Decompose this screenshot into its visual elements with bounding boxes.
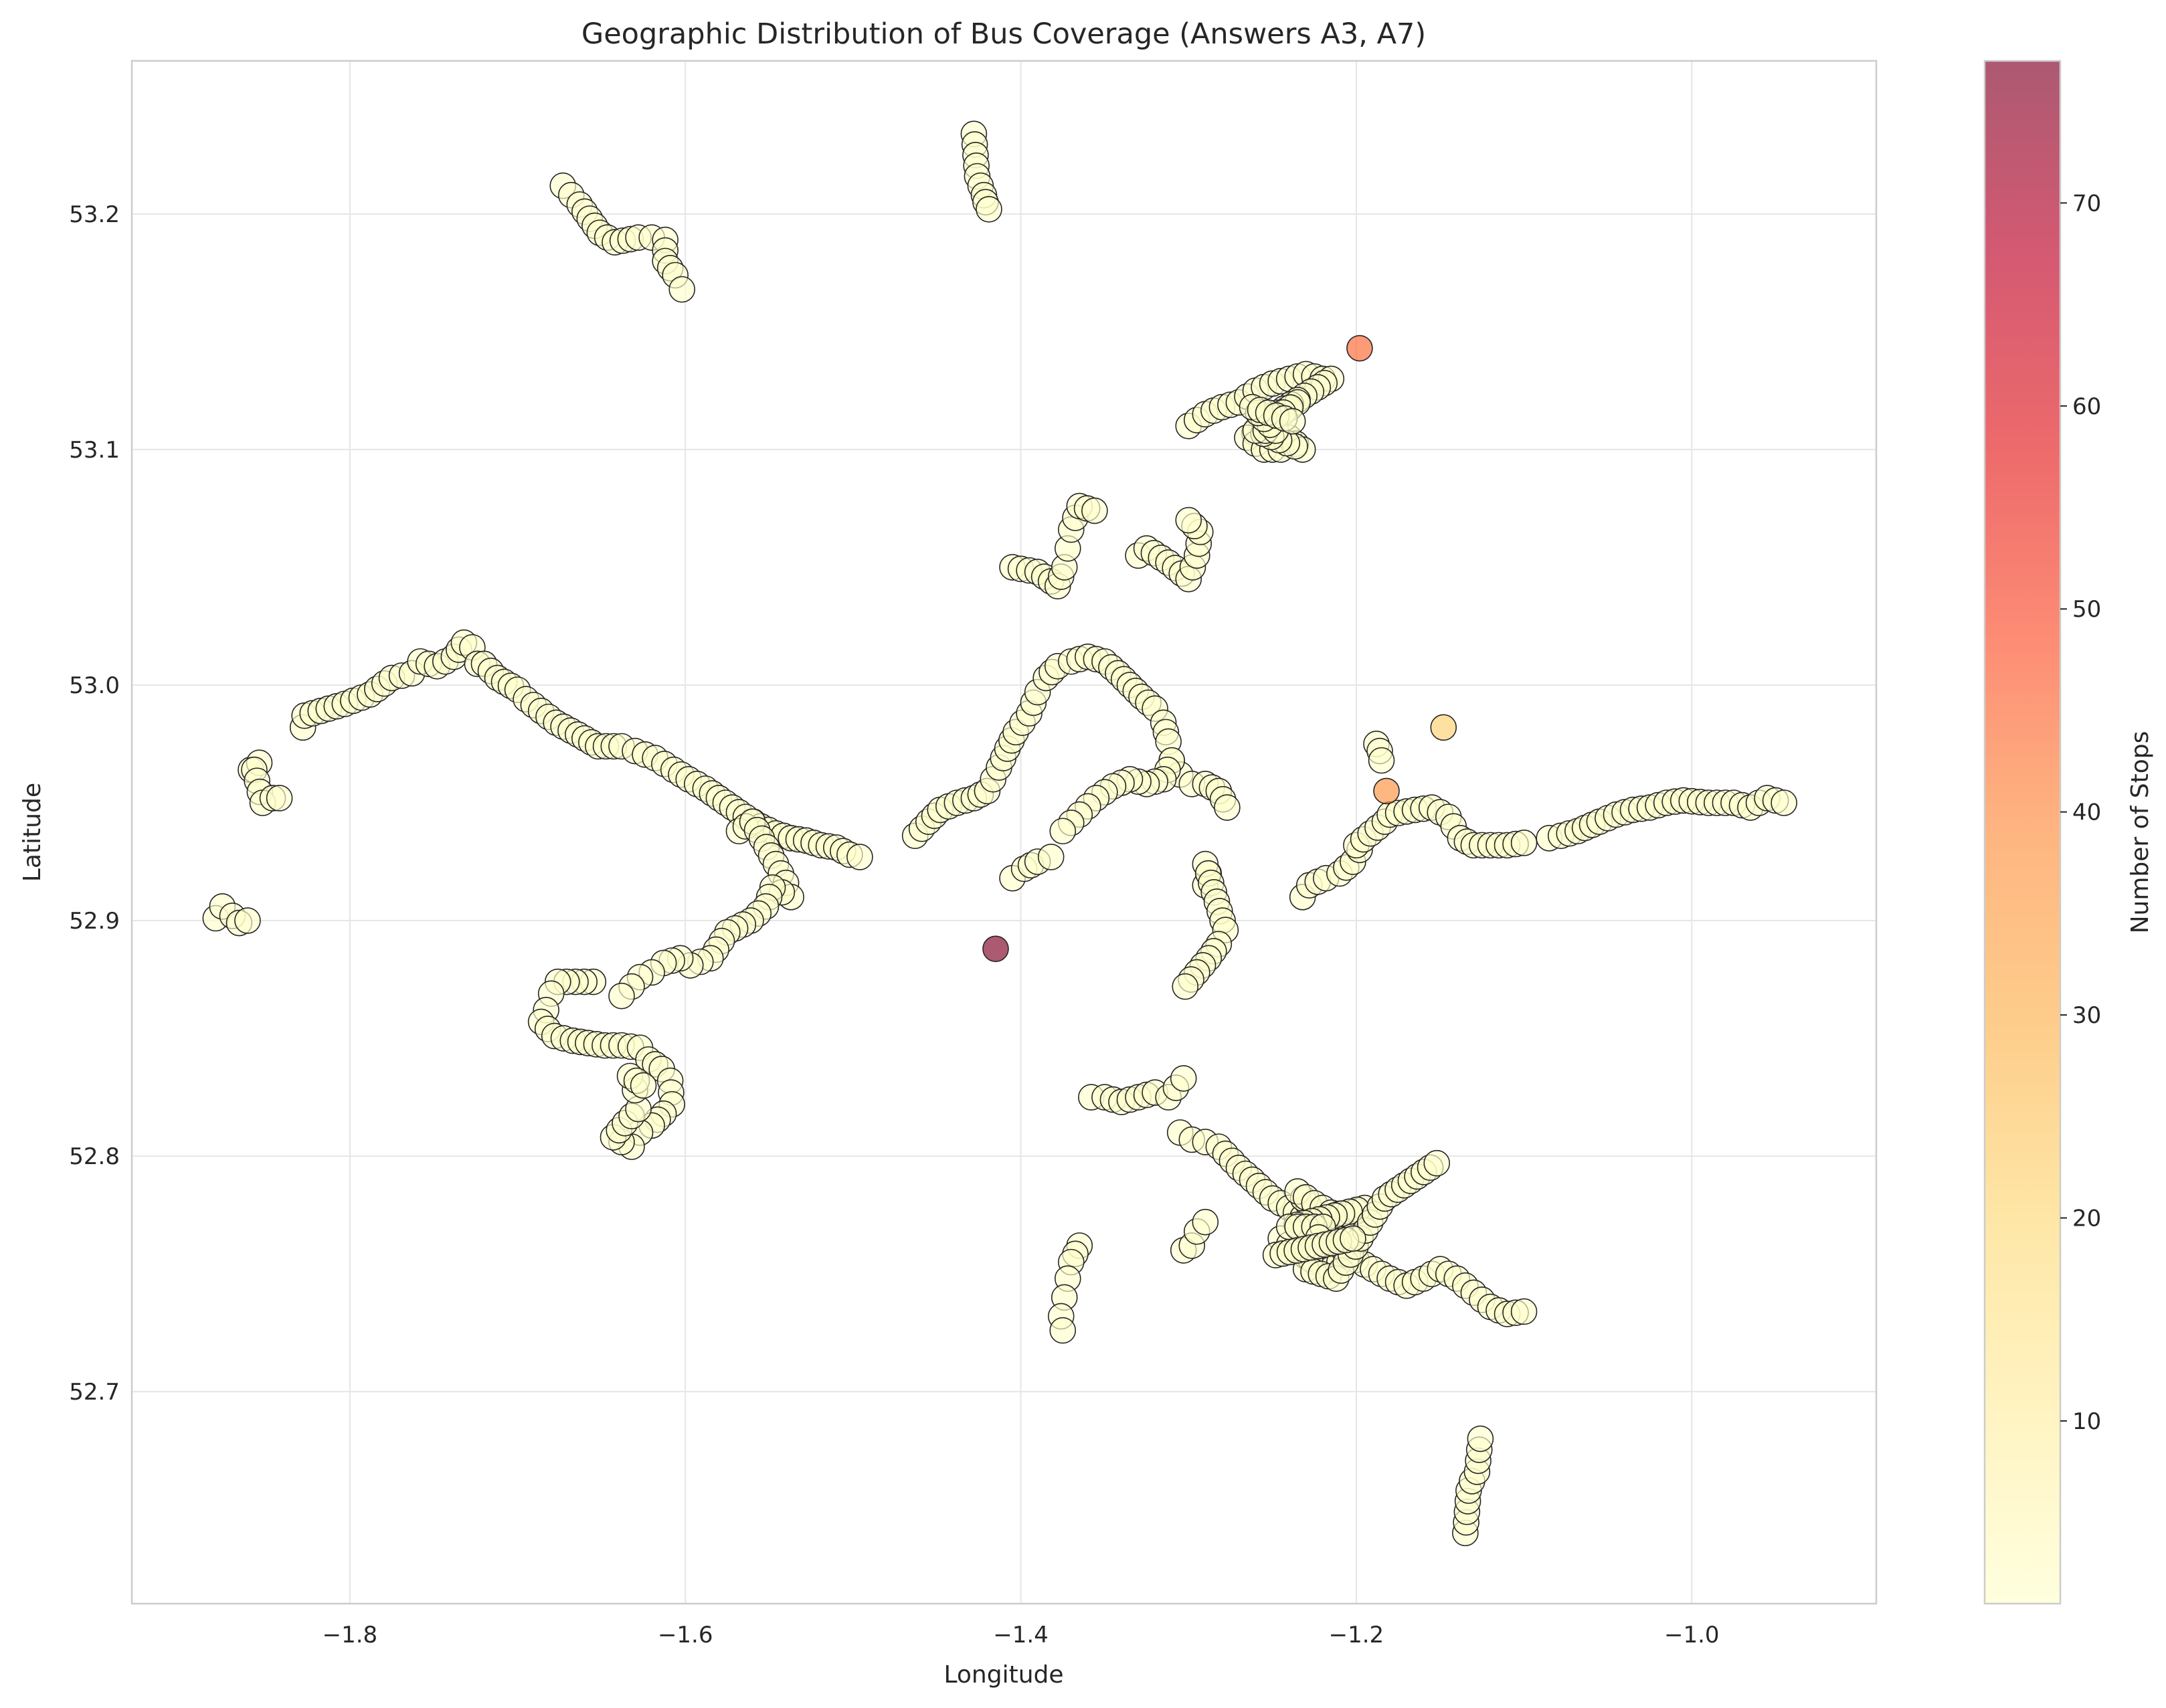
- scatter-points: [202, 120, 1797, 1547]
- colorbar-tick-label: 50: [2072, 596, 2101, 623]
- y-tick-label: 53.0: [69, 672, 120, 699]
- stop-point: [1368, 747, 1395, 774]
- y-axis-ticks: 52.7 52.8 52.9 53.0 53.1 53.2: [69, 201, 120, 1406]
- high-coverage-point: [982, 935, 1009, 963]
- x-tick-label: −1.8: [323, 1622, 378, 1648]
- stop-point: [1510, 830, 1538, 856]
- colorbar-gradient: [1983, 60, 2062, 1605]
- stop-point: [846, 844, 873, 870]
- stop-point: [234, 907, 261, 934]
- gridlines: [132, 61, 1876, 1604]
- stop-point: [266, 785, 293, 812]
- colorbar-tick-label: 20: [2072, 1206, 2101, 1232]
- y-tick-label: 52.7: [69, 1379, 120, 1406]
- high-coverage-point: [1373, 777, 1400, 805]
- plot-frame: [130, 60, 1878, 1605]
- y-tick-label: 53.2: [69, 201, 120, 228]
- stop-point: [1279, 407, 1306, 435]
- stop-point: [1214, 794, 1241, 821]
- stop-point: [1175, 506, 1202, 534]
- y-tick-label: 52.9: [69, 908, 120, 935]
- plot-background: [132, 61, 1876, 1604]
- stop-point: [1192, 1208, 1219, 1236]
- high-coverage-point: [1346, 335, 1373, 362]
- colorbar-tick-label: 40: [2072, 799, 2101, 826]
- colorbar-tick-label: 30: [2072, 1002, 2101, 1029]
- stop-point: [608, 982, 635, 1010]
- plot-area: [130, 60, 1878, 1605]
- colorbar-tick-label: 10: [2072, 1408, 2101, 1435]
- stop-point: [1170, 1065, 1197, 1092]
- x-tick-label: −1.0: [1664, 1622, 1720, 1648]
- y-axis-label: Latitude: [19, 783, 46, 882]
- stop-point: [976, 195, 1002, 223]
- stop-point: [1510, 1298, 1538, 1325]
- y-tick-label: 53.1: [69, 437, 120, 464]
- stop-point: [1049, 1317, 1077, 1344]
- stop-point: [668, 276, 696, 303]
- x-tick-label: −1.2: [1329, 1622, 1384, 1648]
- y-tick-label: 52.8: [69, 1143, 120, 1170]
- x-axis-ticks: −1.8 −1.6 −1.4 −1.2 −1.0: [323, 1622, 1720, 1648]
- high-coverage-point: [1430, 714, 1457, 741]
- colorbar-tick-label: 70: [2072, 190, 2101, 217]
- colorbar: 10 20 30 40 50 60 70 Number of Stops: [1983, 60, 2154, 1605]
- x-tick-label: −1.6: [658, 1622, 713, 1648]
- chart-title: Geographic Distribution of Bus Coverage …: [581, 17, 1426, 51]
- x-tick-label: −1.4: [993, 1622, 1049, 1648]
- colorbar-label: Number of Stops: [2127, 731, 2154, 934]
- stop-point: [1037, 844, 1065, 870]
- stop-point: [630, 1072, 657, 1099]
- stop-point: [1340, 1225, 1366, 1252]
- stop-point: [1081, 497, 1108, 525]
- stop-point: [1423, 1149, 1451, 1177]
- stop-point: [1771, 789, 1797, 816]
- x-axis-label: Longitude: [943, 1661, 1063, 1689]
- stop-point: [1049, 818, 1077, 845]
- stop-point: [1172, 973, 1199, 1000]
- colorbar-tick-label: 60: [2072, 393, 2101, 420]
- colorbar-ticks: 10 20 30 40 50 60 70: [2060, 190, 2101, 1435]
- stop-point: [1467, 1425, 1494, 1452]
